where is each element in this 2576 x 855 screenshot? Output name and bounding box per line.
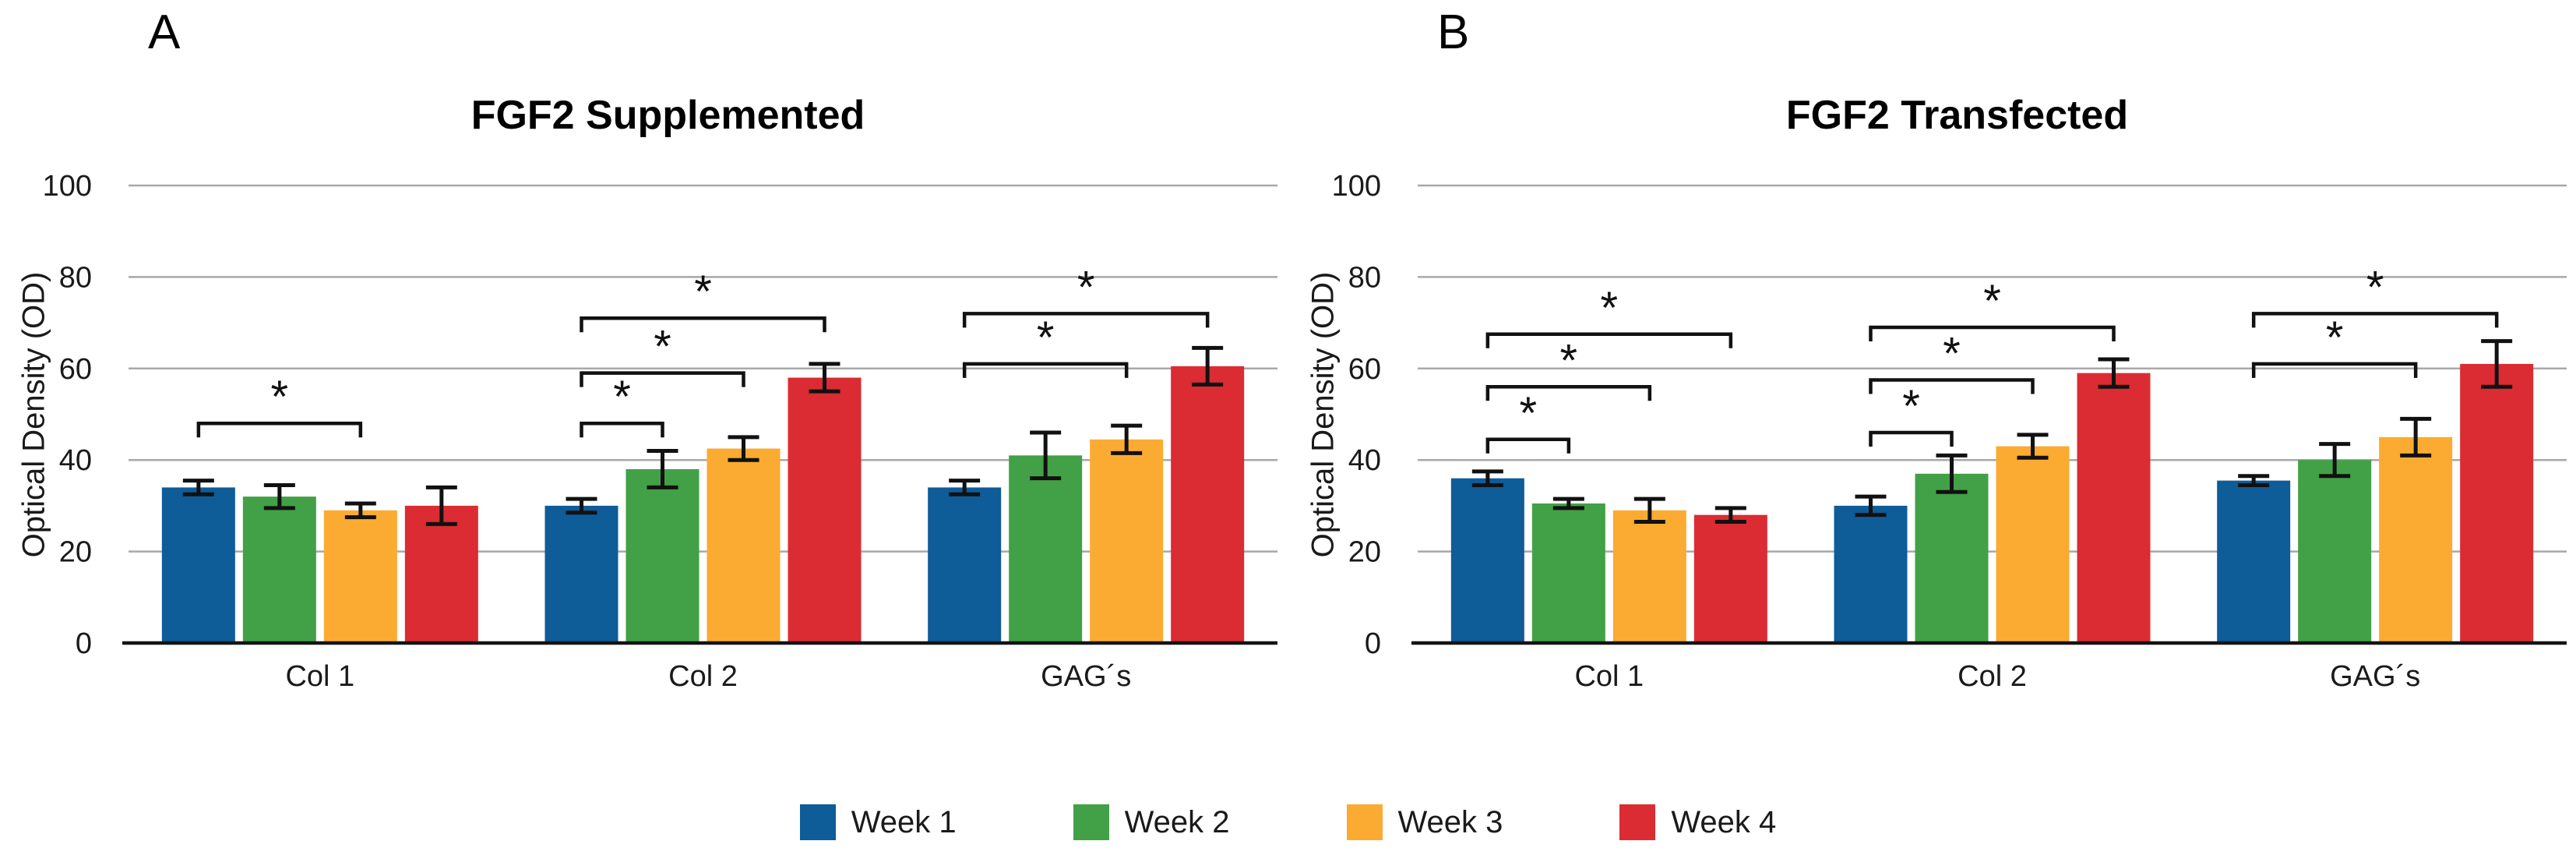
panel-label-b: B bbox=[1437, 5, 1470, 59]
figure-panel-a: A FGF2 Supplemented Optical Density (OD)… bbox=[17, 5, 1277, 693]
significance-asterisk: * bbox=[1983, 276, 2001, 327]
y-tick-label-60: 60 bbox=[59, 353, 92, 386]
bar-gag-s-week-4 bbox=[2460, 363, 2534, 643]
significance-bracket bbox=[962, 312, 1210, 328]
bar-col-1-week-3 bbox=[323, 510, 397, 643]
bar-gag-s-week-1 bbox=[928, 487, 1002, 643]
category-label-3: GAG´s bbox=[1041, 660, 1131, 693]
bar-col-2-week-4 bbox=[788, 377, 862, 643]
significance-bracket bbox=[1485, 437, 1571, 454]
significance-asterisk: * bbox=[654, 322, 671, 373]
bar-col-1-week-2 bbox=[242, 496, 316, 643]
legend-item-week-2: Week 2 bbox=[1073, 804, 1230, 840]
bar-gag-s-week-4 bbox=[1171, 366, 1245, 643]
significance-asterisk: * bbox=[1077, 262, 1095, 313]
significance-asterisk: * bbox=[694, 267, 712, 317]
significance-asterisk: * bbox=[1560, 335, 1578, 386]
significance-bracket bbox=[1485, 385, 1652, 401]
bar-chart-supplemented: 0 20 40 60 80 100 * * * * * * Col 1 Col 2 GAG´s bbox=[43, 170, 1277, 693]
bar-gag-s-week-2 bbox=[1009, 455, 1083, 643]
significance-bracket bbox=[1485, 332, 1733, 348]
panel-label-a: A bbox=[148, 5, 181, 59]
significance-asterisk: * bbox=[613, 372, 631, 422]
bar-col-1-week-2 bbox=[1531, 503, 1605, 643]
bar-col-2-week-4 bbox=[2077, 373, 2151, 643]
week-2-swatch-icon bbox=[1073, 804, 1109, 840]
bar-col-1-week-3 bbox=[1612, 510, 1686, 643]
bar-col-1-week-1 bbox=[161, 487, 235, 643]
bar-gag-s-week-3 bbox=[2379, 436, 2453, 643]
significance-bracket bbox=[580, 421, 664, 438]
y-tick-label-20: 20 bbox=[59, 536, 92, 569]
y-tick-label-100: 100 bbox=[43, 170, 92, 203]
category-label-3: GAG´s bbox=[2330, 660, 2420, 693]
chart-legend: Week 1 Week 2 Week 3 Week 4 bbox=[0, 804, 2576, 840]
significance-asterisk: * bbox=[1902, 381, 1920, 432]
y-tick-label-100: 100 bbox=[1332, 170, 1381, 203]
significance-bracket bbox=[962, 362, 1129, 378]
y-tick-label-80: 80 bbox=[1348, 261, 1381, 294]
y-tick-label-40: 40 bbox=[1348, 444, 1381, 477]
y-tick-label-80: 80 bbox=[59, 261, 92, 294]
legend-label-week-2: Week 2 bbox=[1124, 804, 1230, 839]
y-tick-label-0: 0 bbox=[76, 627, 92, 660]
significance-bracket bbox=[1869, 430, 1954, 447]
chart-title-supplemented: FGF2 Supplemented bbox=[470, 93, 865, 138]
category-label-1: Col 1 bbox=[1574, 660, 1644, 693]
significance-asterisk: * bbox=[1943, 328, 1961, 379]
chart-title-transfected: FGF2 Transfected bbox=[1785, 93, 2129, 138]
y-tick-label-20: 20 bbox=[1348, 536, 1381, 569]
significance-asterisk: * bbox=[2326, 313, 2344, 363]
bar-gag-s-week-3 bbox=[1090, 439, 1164, 643]
significance-asterisk: * bbox=[2366, 262, 2384, 313]
significance-bracket bbox=[196, 421, 363, 438]
bar-col-2-week-1 bbox=[1834, 505, 1908, 643]
legend-label-week-1: Week 1 bbox=[851, 804, 957, 839]
bar-col-1-week-4 bbox=[404, 505, 478, 643]
week-4-swatch-icon bbox=[1619, 804, 1656, 840]
legend-item-week-3: Week 3 bbox=[1346, 804, 1503, 840]
significance-bracket bbox=[1869, 378, 2035, 394]
significance-bracket bbox=[2251, 312, 2499, 328]
y-tick-label-60: 60 bbox=[1348, 353, 1381, 386]
legend-item-week-1: Week 1 bbox=[799, 804, 957, 840]
bar-col-1-week-4 bbox=[1693, 514, 1767, 643]
significance-bracket bbox=[580, 371, 745, 387]
category-label-1: Col 1 bbox=[285, 660, 354, 693]
significance-asterisk: * bbox=[1037, 313, 1055, 363]
legend-label-week-4: Week 4 bbox=[1671, 804, 1777, 839]
significance-bracket bbox=[580, 316, 826, 333]
bar-col-2-week-2 bbox=[625, 468, 700, 643]
significance-asterisk: * bbox=[271, 372, 289, 422]
bar-col-2-week-3 bbox=[1996, 446, 2070, 643]
y-tick-label-0: 0 bbox=[1365, 627, 1381, 660]
bar-gag-s-week-2 bbox=[2298, 460, 2372, 643]
bar-col-2-week-3 bbox=[707, 448, 781, 643]
significance-bracket bbox=[2251, 362, 2418, 378]
y-tick-label-40: 40 bbox=[59, 444, 92, 477]
bar-col-1-week-1 bbox=[1450, 478, 1524, 643]
category-label-2: Col 2 bbox=[1958, 660, 2027, 693]
bar-gag-s-week-1 bbox=[2217, 480, 2291, 643]
bar-col-2-week-2 bbox=[1915, 473, 1989, 643]
significance-asterisk: * bbox=[1520, 388, 1538, 439]
legend-label-week-3: Week 3 bbox=[1397, 804, 1503, 839]
legend-item-week-4: Week 4 bbox=[1619, 804, 1776, 840]
significance-asterisk: * bbox=[1601, 283, 1619, 334]
figure-panel-b: B FGF2 Transfected Optical Density (OD) … bbox=[1289, 0, 2576, 855]
significance-bracket bbox=[1869, 325, 2116, 341]
bar-chart-transfected: 0 20 40 60 80 100 * * * * * * * * Col 1 Col 2 GAG´s bbox=[1332, 170, 2567, 693]
week-3-swatch-icon bbox=[1346, 804, 1383, 840]
week-1-swatch-icon bbox=[799, 804, 836, 840]
category-label-2: Col 2 bbox=[668, 660, 738, 693]
bar-col-2-week-1 bbox=[544, 505, 618, 643]
